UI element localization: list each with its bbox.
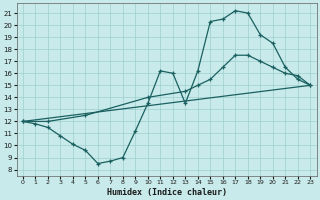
X-axis label: Humidex (Indice chaleur): Humidex (Indice chaleur): [107, 188, 227, 197]
